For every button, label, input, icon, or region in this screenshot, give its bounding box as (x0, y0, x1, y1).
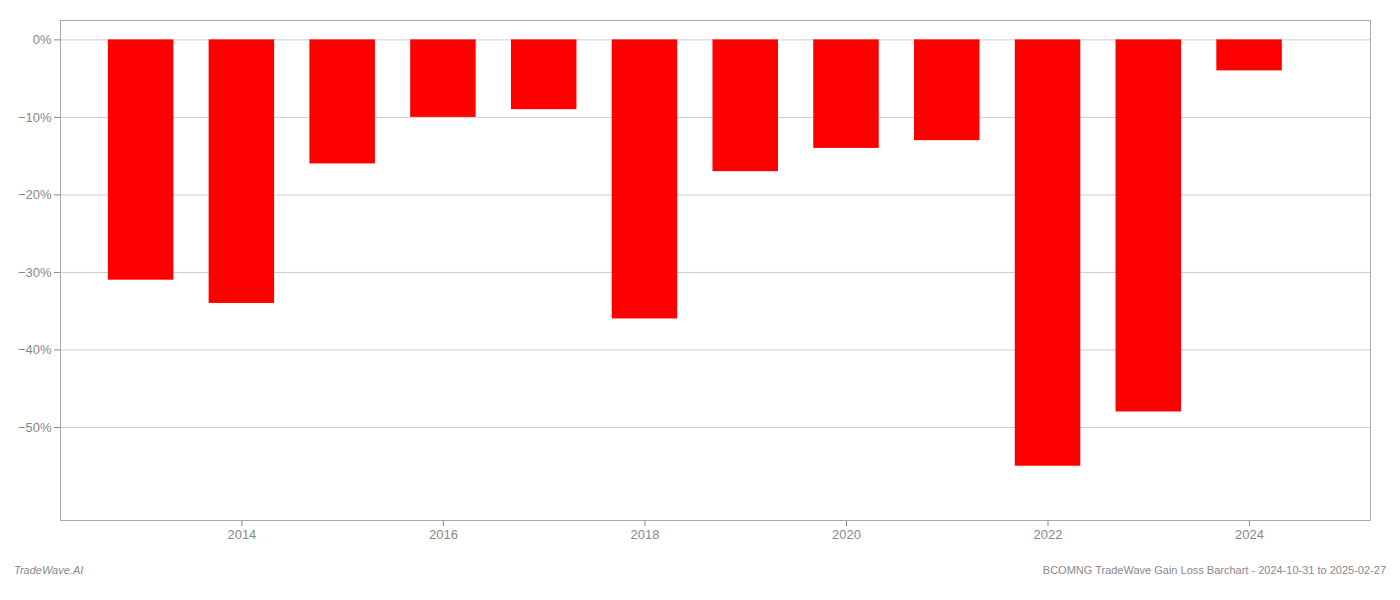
svg-text:−40%: −40% (18, 342, 52, 357)
svg-text:2022: 2022 (1034, 527, 1063, 542)
svg-text:−10%: −10% (18, 110, 52, 125)
svg-text:−50%: −50% (18, 420, 52, 435)
svg-text:2024: 2024 (1235, 527, 1264, 542)
svg-text:2020: 2020 (832, 527, 861, 542)
html-text:TradeWave.AI: TradeWave.AI (14, 564, 84, 576)
svg-text:−20%: −20% (18, 187, 52, 202)
svg-text:0%: 0% (33, 32, 52, 47)
html-text:BCOMNG TradeWave Gain Loss Bar: BCOMNG TradeWave Gain Loss Barchart - 20… (1042, 564, 1386, 576)
svg-text:−30%: −30% (18, 265, 52, 280)
svg-text:2016: 2016 (429, 527, 458, 542)
svg-text:2018: 2018 (631, 527, 660, 542)
svg-text:2014: 2014 (227, 527, 256, 542)
